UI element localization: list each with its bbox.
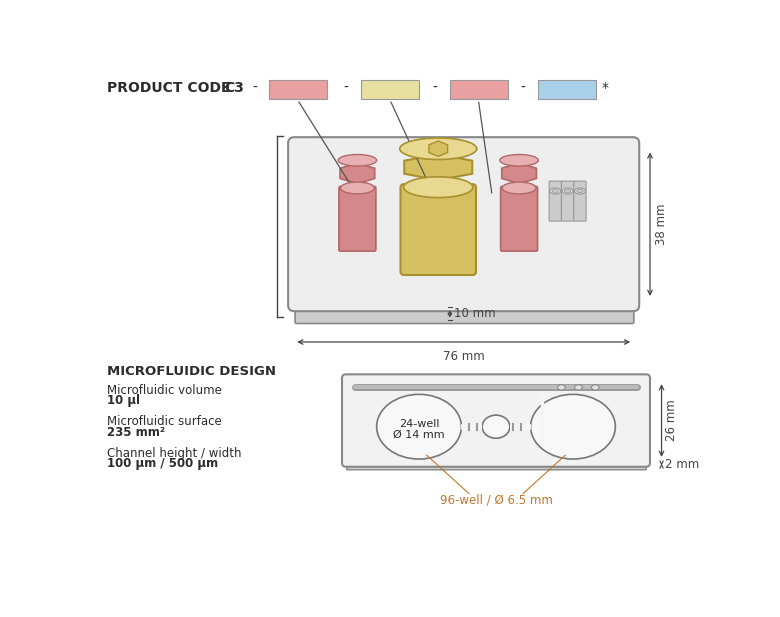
Ellipse shape	[340, 182, 374, 194]
Ellipse shape	[339, 154, 377, 166]
FancyBboxPatch shape	[450, 80, 508, 99]
Text: *: *	[601, 81, 608, 95]
Text: PRODUCT CODE: PRODUCT CODE	[107, 81, 231, 95]
Text: 24-well: 24-well	[399, 418, 439, 429]
Polygon shape	[502, 163, 537, 184]
FancyBboxPatch shape	[346, 462, 646, 470]
Text: 96-well / Ø 6.5 mm: 96-well / Ø 6.5 mm	[440, 494, 552, 507]
Text: Microfluidic volume: Microfluidic volume	[107, 384, 222, 397]
Text: -: -	[343, 81, 349, 95]
Ellipse shape	[577, 189, 583, 193]
Text: Channel height / width: Channel height / width	[107, 447, 242, 460]
Ellipse shape	[377, 394, 461, 459]
FancyBboxPatch shape	[339, 186, 376, 251]
Text: 10 μl: 10 μl	[107, 394, 140, 407]
Ellipse shape	[550, 188, 561, 194]
Ellipse shape	[403, 177, 473, 197]
Ellipse shape	[530, 394, 615, 459]
Ellipse shape	[575, 385, 582, 390]
Polygon shape	[429, 141, 448, 157]
Ellipse shape	[502, 182, 536, 194]
Polygon shape	[404, 154, 472, 180]
Ellipse shape	[482, 415, 510, 438]
FancyBboxPatch shape	[538, 80, 596, 99]
FancyBboxPatch shape	[361, 80, 419, 99]
Text: 10 mm: 10 mm	[455, 307, 496, 320]
Ellipse shape	[552, 189, 558, 193]
Ellipse shape	[562, 188, 573, 194]
Ellipse shape	[565, 189, 571, 193]
Text: Microfluidic surface: Microfluidic surface	[107, 415, 222, 428]
FancyBboxPatch shape	[574, 181, 586, 221]
FancyBboxPatch shape	[501, 186, 537, 251]
FancyBboxPatch shape	[288, 137, 640, 311]
Text: 235 mm²: 235 mm²	[107, 426, 165, 439]
Text: 76 mm: 76 mm	[443, 350, 484, 363]
FancyBboxPatch shape	[295, 304, 634, 323]
Ellipse shape	[500, 154, 538, 166]
Text: 2 mm: 2 mm	[665, 458, 700, 471]
Ellipse shape	[575, 188, 585, 194]
FancyBboxPatch shape	[269, 80, 327, 99]
Text: -: -	[520, 81, 526, 95]
Text: 38 mm: 38 mm	[654, 204, 668, 245]
Text: 100 μm / 500 μm: 100 μm / 500 μm	[107, 457, 218, 471]
Text: C3: C3	[224, 81, 244, 95]
Polygon shape	[340, 163, 374, 184]
FancyBboxPatch shape	[549, 181, 562, 221]
Text: Ø 14 mm: Ø 14 mm	[393, 429, 445, 439]
Ellipse shape	[591, 385, 599, 390]
Text: MICROFLUIDIC DESIGN: MICROFLUIDIC DESIGN	[107, 365, 276, 378]
FancyBboxPatch shape	[562, 181, 574, 221]
Text: -: -	[253, 81, 257, 95]
Text: 26 mm: 26 mm	[665, 400, 679, 441]
FancyBboxPatch shape	[342, 375, 650, 466]
Ellipse shape	[399, 138, 477, 160]
FancyBboxPatch shape	[400, 184, 476, 275]
Text: -: -	[432, 81, 437, 95]
Ellipse shape	[558, 385, 565, 390]
